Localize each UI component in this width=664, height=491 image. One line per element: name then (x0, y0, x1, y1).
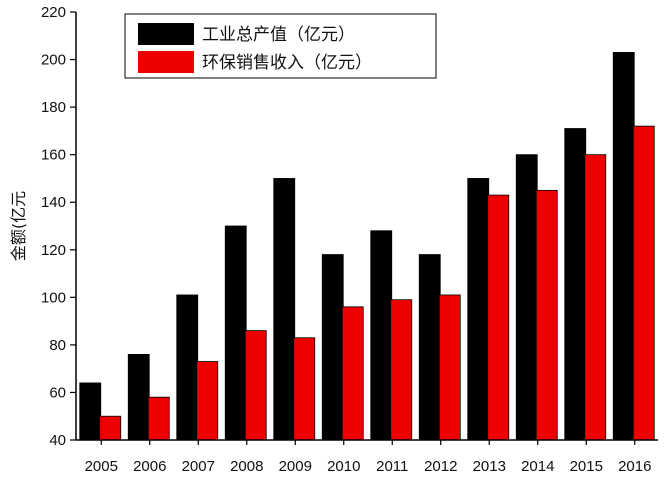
y-tick-label: 160 (41, 147, 66, 164)
x-tick-label-2013: 2013 (473, 458, 506, 475)
x-tick-label-2014: 2014 (521, 458, 554, 475)
x-ticks-group: 2005 2006 2007 2008 2009 2010 2011 2012 2013 2014… (85, 440, 651, 475)
bar-environmental-sales-2005 (99, 415, 122, 441)
x-tick-label-2008: 2008 (230, 458, 263, 475)
bar-environmental-sales-2008 (244, 330, 267, 441)
bar-industrial-output-2005 (79, 382, 102, 441)
y-tick-label: 220 (41, 4, 66, 21)
bar-industrial-output-2010 (321, 254, 344, 441)
y-tick-label: 140 (41, 194, 66, 211)
bar-industrial-output-2007 (176, 294, 199, 441)
x-tick-label-2010: 2010 (327, 458, 360, 475)
bar-industrial-output-2015 (564, 128, 587, 441)
y-tick-label: 100 (41, 289, 66, 306)
bar-environmental-sales-2009 (293, 337, 316, 441)
bar-industrial-output-2008 (224, 225, 247, 441)
x-tick-label-2012: 2012 (424, 458, 457, 475)
x-tick-label-2011: 2011 (376, 458, 408, 475)
y-axis-title: 金额(亿元 (9, 191, 28, 261)
bar-industrial-output-2006 (127, 353, 150, 441)
y-tick-label: 120 (41, 242, 66, 259)
legend-swatch-environmental-sales (138, 51, 194, 73)
x-tick-label-2006: 2006 (133, 458, 166, 475)
axes-group (75, 12, 658, 441)
y-ticks-group: 40 60 80 100 120 140 160 180 200 220 (41, 4, 76, 449)
bar-industrial-output-2016 (612, 52, 635, 441)
bar-industrial-output-2014 (515, 154, 538, 441)
bar-environmental-sales-2015 (584, 154, 607, 441)
bar-environmental-sales-2012 (438, 294, 461, 441)
legend: 工业总产值（亿元） 环保销售收入（亿元） (124, 13, 437, 79)
x-tick-label-2005: 2005 (85, 458, 118, 475)
bars-group (79, 52, 655, 441)
y-tick-label: 40 (49, 432, 66, 449)
x-tick-label-2015: 2015 (570, 458, 603, 475)
y-tick-label: 180 (41, 99, 66, 116)
bar-industrial-output-2012 (418, 254, 441, 441)
bar-environmental-sales-2013 (487, 194, 510, 441)
bar-environmental-sales-2011 (390, 299, 413, 441)
bar-environmental-sales-2010 (341, 306, 364, 441)
x-tick-label-2016: 2016 (618, 458, 651, 475)
x-tick-label-2007: 2007 (182, 458, 215, 475)
bar-environmental-sales-2007 (196, 361, 219, 441)
y-tick-label: 60 (49, 384, 66, 401)
legend-label-industrial-output: 工业总产值（亿元） (202, 25, 355, 45)
y-tick-label: 80 (49, 337, 66, 354)
bar-environmental-sales-2006 (147, 396, 170, 441)
bar-industrial-output-2013 (467, 178, 490, 441)
bar-environmental-sales-2014 (535, 189, 558, 441)
bar-industrial-output-2009 (273, 178, 296, 441)
legend-swatch-industrial-output (138, 23, 194, 45)
bar-industrial-output-2011 (370, 230, 393, 441)
x-tick-label-2009: 2009 (279, 458, 312, 475)
bar-environmental-sales-2016 (632, 125, 655, 441)
legend-label-environmental-sales: 环保销售收入（亿元） (202, 53, 372, 73)
y-tick-label: 200 (41, 52, 66, 69)
